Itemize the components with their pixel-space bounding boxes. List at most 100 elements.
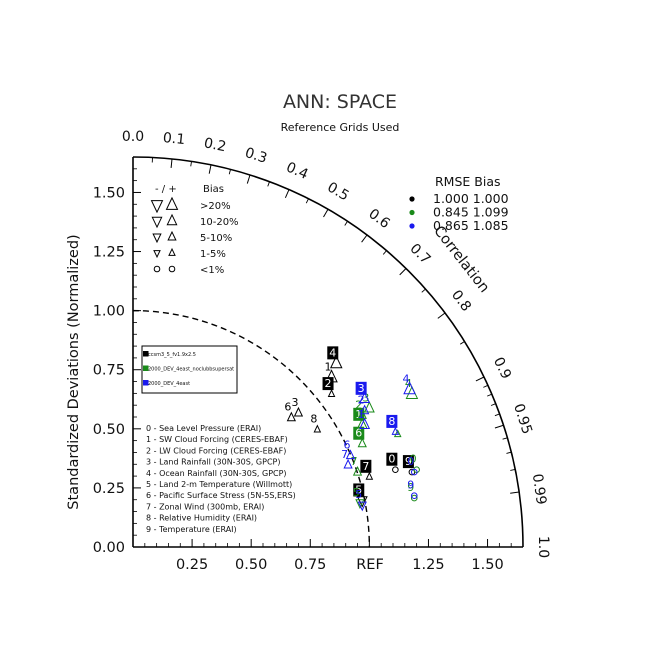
rmse-bias-dot bbox=[409, 223, 414, 228]
correlation-tick-label: 0.0 bbox=[122, 129, 144, 145]
correlation-tick-label: 1.0 bbox=[535, 536, 551, 558]
case-legend-name: ccsm3_5_fv1.9x2.5 bbox=[148, 352, 196, 358]
correlation-tick-label: 0.1 bbox=[162, 130, 186, 148]
correlation-minor-tick bbox=[460, 342, 464, 345]
x-tick-label: 1.25 bbox=[412, 557, 444, 573]
bias-legend-marker-negative bbox=[152, 217, 161, 227]
bias-legend-marker-positive bbox=[167, 215, 176, 225]
data-point-label: 8 bbox=[388, 415, 395, 428]
bias-legend: - / + Bias >20% 10-20% 5-10% 1-5% <1% bbox=[152, 184, 239, 276]
bias-legend-label: <1% bbox=[200, 265, 224, 276]
data-point-marker bbox=[393, 467, 399, 473]
correlation-tick bbox=[438, 313, 445, 318]
bias-legend-marker-negative bbox=[154, 266, 160, 272]
data-point-label: 7 bbox=[341, 448, 348, 461]
data-point-label: 4 bbox=[329, 346, 336, 359]
y-tick-label: 1.25 bbox=[93, 245, 125, 261]
ref-label: REF bbox=[356, 557, 384, 573]
variable-legend-item: 7 - Zonal Wind (300mb, ERAI) bbox=[146, 502, 264, 511]
data-point-label: 5 bbox=[355, 488, 362, 501]
y-axis-label: Standardized Deviations (Normalized) bbox=[66, 234, 82, 509]
data-point: 2 bbox=[323, 377, 335, 396]
correlation-tick-label: 0.8 bbox=[448, 287, 474, 314]
rmse-bias-row: 0.865 1.085 bbox=[433, 218, 509, 233]
data-point-label: 8 bbox=[310, 413, 317, 426]
variable-legend-item: 9 - Temperature (ERAI) bbox=[146, 525, 237, 534]
bias-legend-label: 5-10% bbox=[200, 233, 232, 244]
x-tick-label: 0.75 bbox=[294, 557, 326, 573]
y-tick-label: 0.00 bbox=[93, 540, 125, 556]
data-point-label: 4 bbox=[403, 372, 410, 385]
bias-legend-label: 10-20% bbox=[200, 217, 239, 228]
variable-legend-item: 8 - Relative Humidity (ERAI) bbox=[146, 514, 257, 523]
data-point: 0 bbox=[386, 453, 398, 473]
chart-title: ANN: SPACE bbox=[283, 91, 397, 113]
rmse-bias-dot bbox=[409, 210, 414, 215]
variable-legend-item: 0 - Sea Level Pressure (ERAI) bbox=[146, 424, 261, 433]
correlation-minor-tick bbox=[483, 385, 488, 387]
correlation-minor-tick bbox=[510, 469, 515, 470]
data-point-label: 3 bbox=[358, 382, 365, 395]
x-tick-label: 0.50 bbox=[235, 557, 267, 573]
bias-legend-marker-negative bbox=[152, 201, 163, 213]
correlation-minor-tick bbox=[422, 289, 426, 292]
data-point: 6 bbox=[353, 427, 366, 447]
correlation-minor-tick bbox=[229, 169, 230, 174]
y-tick-label: 1.00 bbox=[93, 304, 125, 320]
case-legend-name: 2000_DEV_4east bbox=[148, 381, 190, 387]
data-point-label: 7 bbox=[362, 460, 369, 473]
correlation-tick-label: 0.2 bbox=[202, 135, 227, 155]
correlation-tick-label: 0.3 bbox=[243, 145, 269, 167]
y-tick-label: 0.50 bbox=[93, 422, 125, 438]
data-point-marker bbox=[329, 390, 335, 396]
chart-subtitle: Reference Grids Used bbox=[281, 121, 400, 134]
correlation-minor-tick bbox=[495, 414, 500, 416]
bias-legend-signs: - / + bbox=[155, 184, 177, 195]
correlation-minor-tick bbox=[383, 251, 386, 255]
variable-legend-item: 5 - Land 2-m Temperature (Willmott) bbox=[146, 480, 292, 489]
correlation-tick-label: 0.7 bbox=[406, 241, 433, 268]
y-tick-label: 0.75 bbox=[93, 363, 125, 379]
data-point: 7 bbox=[360, 460, 372, 479]
correlation-minor-tick bbox=[487, 394, 492, 396]
correlation-tick bbox=[324, 209, 329, 217]
correlation-tick-label: 0.95 bbox=[510, 402, 535, 437]
variable-legend-item: 4 - Ocean Rainfall (30N-30S, GPCP) bbox=[146, 469, 287, 478]
bias-legend-marker-negative bbox=[153, 234, 161, 242]
bias-legend-marker-positive bbox=[167, 198, 178, 210]
bias-legend-marker-negative bbox=[154, 251, 160, 257]
rmse-bias-header: RMSE Bias bbox=[435, 174, 501, 189]
data-point-label: 1 bbox=[358, 408, 365, 421]
correlation-tick bbox=[362, 235, 367, 242]
correlation-tick-label: 0.6 bbox=[365, 206, 392, 232]
x-tick-label: 0.25 bbox=[176, 557, 208, 573]
correlation-tick bbox=[247, 175, 250, 184]
correlation-minor-tick bbox=[491, 404, 496, 406]
data-point-label: 3 bbox=[291, 396, 298, 409]
correlation-minor-tick bbox=[306, 199, 308, 203]
variable-legend: 0 - Sea Level Pressure (ERAI)1 - SW Clou… bbox=[146, 424, 296, 534]
correlation-minor-tick bbox=[345, 221, 348, 225]
data-point: 3 bbox=[291, 396, 302, 416]
case-legend: ccsm3_5_fv1.9x2.52000_DEV_4east_noclubbs… bbox=[142, 346, 237, 393]
data-point-label: 2 bbox=[325, 377, 332, 390]
data-point: 7 bbox=[351, 455, 362, 475]
bias-legend-header: Bias bbox=[203, 184, 224, 195]
variable-legend-item: 2 - LW Cloud Forcing (CERES-EBAF) bbox=[146, 446, 286, 455]
data-point-label: 0 bbox=[388, 453, 395, 466]
variable-legend-item: 6 - Pacific Surface Stress (5N-5S,ERS) bbox=[146, 491, 296, 500]
correlation-tick-label: 0.4 bbox=[284, 159, 311, 183]
correlation-tick-label: 0.5 bbox=[324, 179, 351, 204]
rmse-bias-dot bbox=[409, 196, 414, 201]
correlation-minor-tick bbox=[503, 438, 508, 439]
bias-legend-label: 1-5% bbox=[200, 249, 226, 260]
correlation-minor-tick bbox=[506, 452, 511, 453]
bias-legend-marker-positive bbox=[168, 232, 176, 240]
x-tick-label: 1.50 bbox=[471, 557, 503, 573]
bias-legend-label: >20% bbox=[200, 201, 231, 212]
correlation-tick bbox=[476, 377, 484, 381]
correlation-tick-label: 0.99 bbox=[529, 473, 549, 506]
bias-legend-marker-positive bbox=[169, 266, 175, 272]
